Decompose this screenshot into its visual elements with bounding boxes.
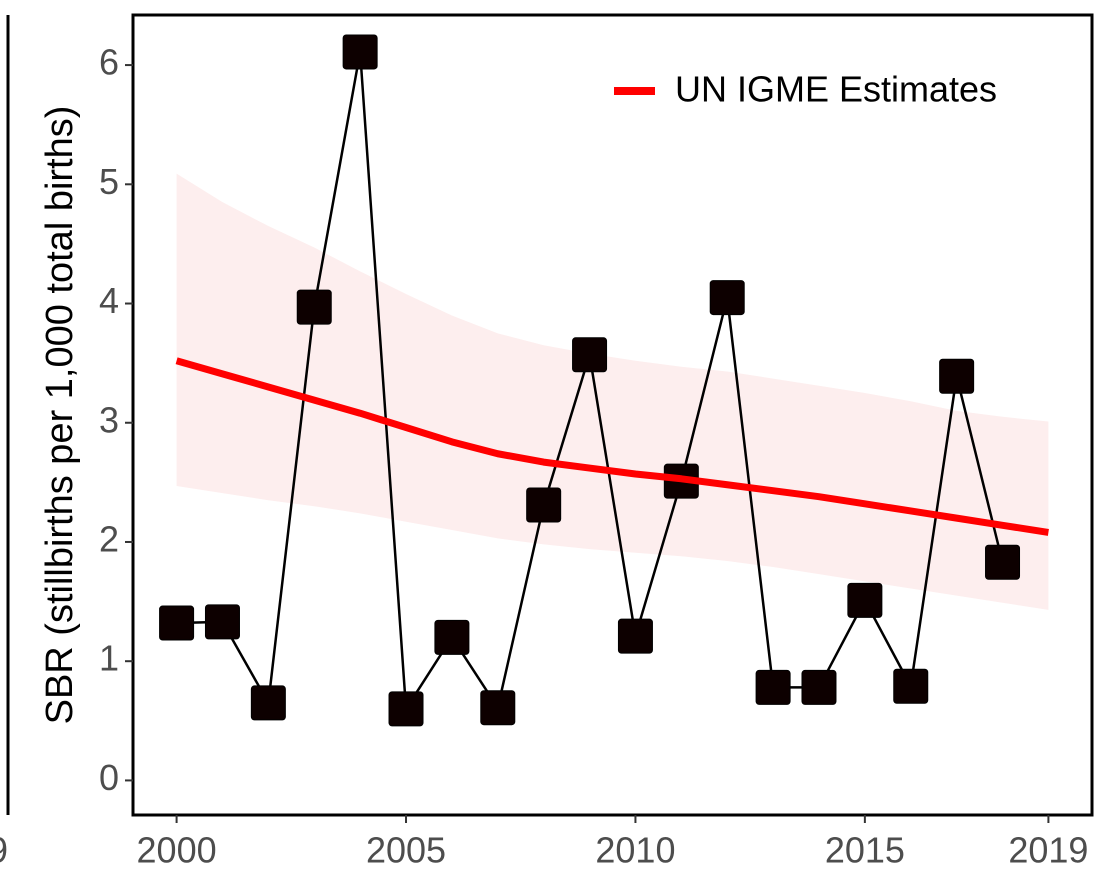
y-tick-label: 4 xyxy=(99,280,119,321)
data-point xyxy=(342,34,378,70)
data-point xyxy=(480,690,516,726)
legend-label: UN IGME Estimates xyxy=(675,69,997,110)
data-point xyxy=(526,487,562,523)
y-axis-label: SBR (stillbirths per 1,000 total births) xyxy=(39,106,81,725)
data-point xyxy=(985,544,1021,580)
data-point xyxy=(847,582,883,618)
data-point xyxy=(709,280,745,316)
data-point xyxy=(204,604,240,640)
y-tick-label: 1 xyxy=(99,638,119,679)
data-point xyxy=(296,289,332,325)
data-point xyxy=(250,685,286,721)
x-tick-label: 2010 xyxy=(595,830,675,871)
y-tick-label: 0 xyxy=(99,757,119,798)
data-point xyxy=(939,358,975,394)
data-point xyxy=(755,669,791,705)
neighbor-tick-label: 9 xyxy=(0,830,8,871)
estimate-line xyxy=(175,357,1049,536)
x-tick-label: 2005 xyxy=(366,830,446,871)
y-tick-label: 5 xyxy=(99,161,119,202)
data-point xyxy=(159,605,195,641)
y-tick-label: 3 xyxy=(99,399,119,440)
x-tick-label: 2015 xyxy=(825,830,905,871)
data-point xyxy=(388,691,424,727)
y-tick-label: 2 xyxy=(99,518,119,559)
x-tick-label: 2000 xyxy=(137,830,217,871)
plot-border xyxy=(131,13,1094,817)
y-tick-label: 6 xyxy=(99,42,119,83)
data-point xyxy=(434,619,470,655)
confidence-band xyxy=(176,173,1049,610)
data-point xyxy=(893,668,929,704)
data-point xyxy=(617,618,653,654)
data-point xyxy=(801,669,837,705)
data-point xyxy=(572,337,608,373)
x-tick-label: 2019 xyxy=(1008,830,1088,871)
